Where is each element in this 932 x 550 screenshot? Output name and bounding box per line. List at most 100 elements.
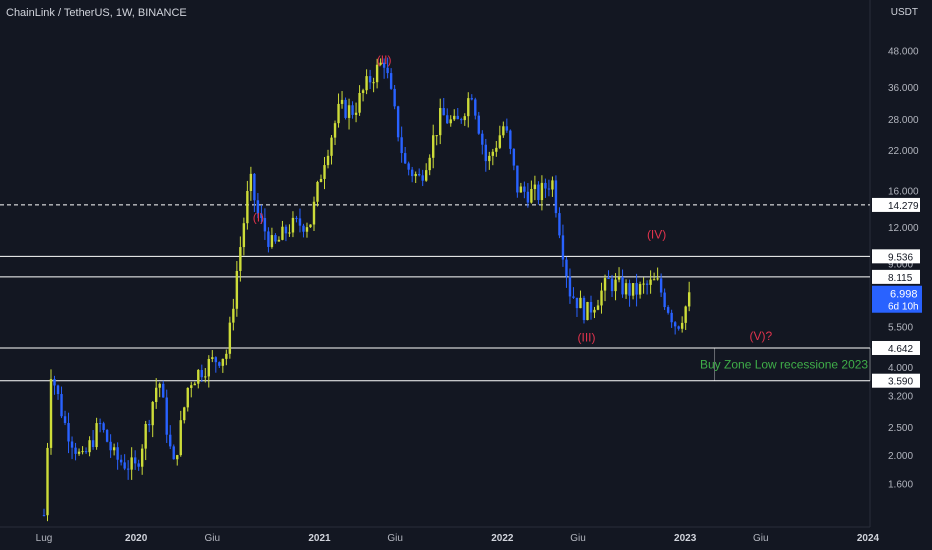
candle-body [130,457,133,470]
price-level-badge [872,373,920,388]
candle-body [526,191,530,203]
candle-body [302,225,305,232]
candle-body [284,226,288,234]
candle-body [379,62,382,65]
candle-body [74,447,77,454]
candle-body [519,186,523,193]
candle-body [505,126,509,131]
candle-body [84,451,88,453]
candle-body [53,379,56,386]
candle-body [147,423,151,426]
candle-body [589,302,593,313]
candle-body [151,401,154,426]
candle-body [635,283,638,295]
candle-body [544,182,547,189]
y-tick-label: 4.000 [888,363,913,374]
candle-body [337,103,340,124]
candle-body [421,175,424,181]
candle-body [197,370,200,384]
candle-body [396,106,400,138]
candle-body [221,358,225,366]
candle-body [158,383,161,388]
candle-body [186,387,189,408]
candle-body [386,67,389,74]
candle-body [523,186,526,192]
candle-body [666,307,670,313]
candle-body [624,283,628,295]
candle-body [365,76,368,91]
elliott-wave-label: (II) [377,53,392,67]
candle-body [133,457,137,464]
candle-body [670,312,673,323]
candle-body [645,283,649,285]
candle-body [572,296,575,298]
candle-body [70,441,74,448]
candle-body [214,357,218,363]
candle-body [169,434,172,447]
candle-body [680,322,684,329]
candle-body [393,88,396,107]
candle-body [673,322,677,327]
candle-body [288,232,291,234]
y-tick-label: 22.000 [888,146,919,157]
buy-zone-label: Buy Zone Low recessione 2023 [700,357,868,371]
symbol-title[interactable]: ChainLink / TetherUS, 1W, BINANCE [6,7,187,19]
elliott-wave-label: (V)? [749,329,772,343]
candle-body [358,92,361,113]
candle-body [193,383,196,386]
candle-body [596,305,600,310]
candle-body [372,82,375,84]
candle-body [263,218,267,232]
candle-body [540,182,544,201]
candle-body [677,326,680,329]
candle-body [414,173,417,177]
candle-body [204,376,207,378]
candle-body [547,188,551,190]
candle-body [593,309,596,313]
candle-body [60,394,63,417]
candle-body [638,284,642,295]
candle-body [98,423,102,425]
x-tick-label: 2021 [308,533,331,544]
y-tick-label: 9.000 [888,260,913,271]
candle-body [382,62,386,68]
candle-body [126,468,130,470]
candle-body [516,165,519,193]
candle-body [652,279,656,281]
candle-body [512,148,516,166]
price-level-badge [872,340,920,355]
candle-body [179,420,182,456]
candle-body [49,379,53,448]
candle-body [112,447,116,451]
candle-body [305,227,309,232]
candle-body [56,385,60,395]
candle-body [183,407,186,421]
candle-body [316,181,319,202]
candle-body [235,270,239,309]
current-price-value: 6.998 [890,289,918,301]
candle-body [267,231,270,247]
y-tick-label: 16.000 [888,186,919,197]
candle-body [242,223,246,248]
candle-body [417,173,421,176]
candle-body [474,99,477,116]
candle-body [477,115,480,134]
elliott-wave-label: (I) [253,210,264,224]
x-tick-label: Giu [387,533,403,544]
candle-body [439,108,442,136]
candle-body [326,155,330,166]
elliott-wave-label: (III) [577,330,595,344]
candle-body [470,98,473,100]
candle-body [554,180,558,214]
candle-body [435,135,438,137]
candle-body [617,277,621,280]
candle-body [502,126,505,136]
candle-body [558,213,561,236]
candle-body [498,135,502,148]
candle-body [656,278,659,280]
price-level-label: 3.590 [888,377,913,388]
candle-body [565,259,568,277]
candle-body [246,190,249,224]
candle-body [537,184,540,201]
